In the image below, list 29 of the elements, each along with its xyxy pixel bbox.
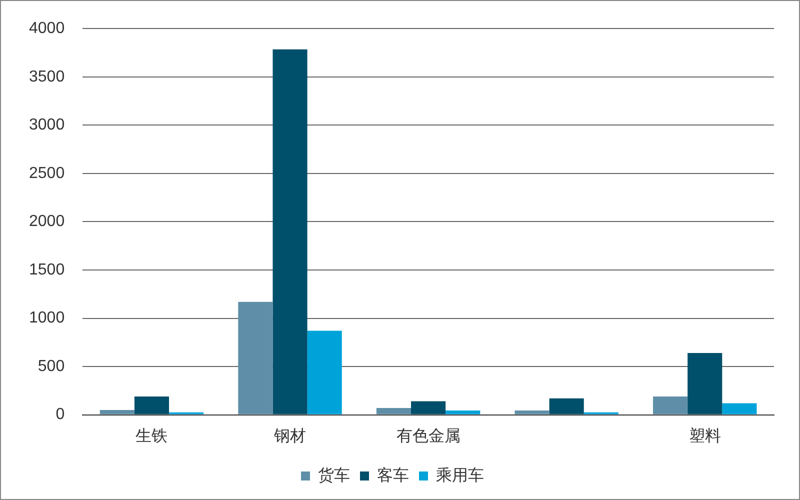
legend-label: 货车 xyxy=(318,466,350,484)
bar xyxy=(722,403,757,414)
bar xyxy=(100,410,134,414)
x-tick-label: 塑料 xyxy=(688,426,721,445)
bar xyxy=(134,396,170,414)
bar xyxy=(549,398,584,414)
x-tick-label: 有色金属 xyxy=(396,428,460,445)
x-tick-label: 钢材 xyxy=(273,426,306,445)
legend-label: 乘用车 xyxy=(436,466,484,484)
y-tick-label: 2500 xyxy=(29,164,65,182)
y-tick-label: 0 xyxy=(56,406,65,424)
y-tick-label: 3500 xyxy=(29,68,65,86)
bar xyxy=(272,49,308,414)
bar xyxy=(688,353,722,414)
bar xyxy=(514,410,550,414)
y-tick-label: 4000 xyxy=(29,20,65,38)
x-tick-label: 生铁 xyxy=(136,426,168,445)
bar xyxy=(653,396,688,414)
y-tick-label: 3000 xyxy=(29,116,65,134)
y-tick-label: 1500 xyxy=(29,261,65,278)
bar xyxy=(376,408,412,414)
legend-label: 客车 xyxy=(377,466,409,484)
bar xyxy=(307,330,342,414)
y-tick-label: 1000 xyxy=(29,310,65,327)
bar xyxy=(446,410,480,414)
y-tick-label: 500 xyxy=(38,358,65,375)
y-tick-label: 2000 xyxy=(29,213,65,230)
bar xyxy=(411,401,446,414)
bar xyxy=(238,302,273,414)
